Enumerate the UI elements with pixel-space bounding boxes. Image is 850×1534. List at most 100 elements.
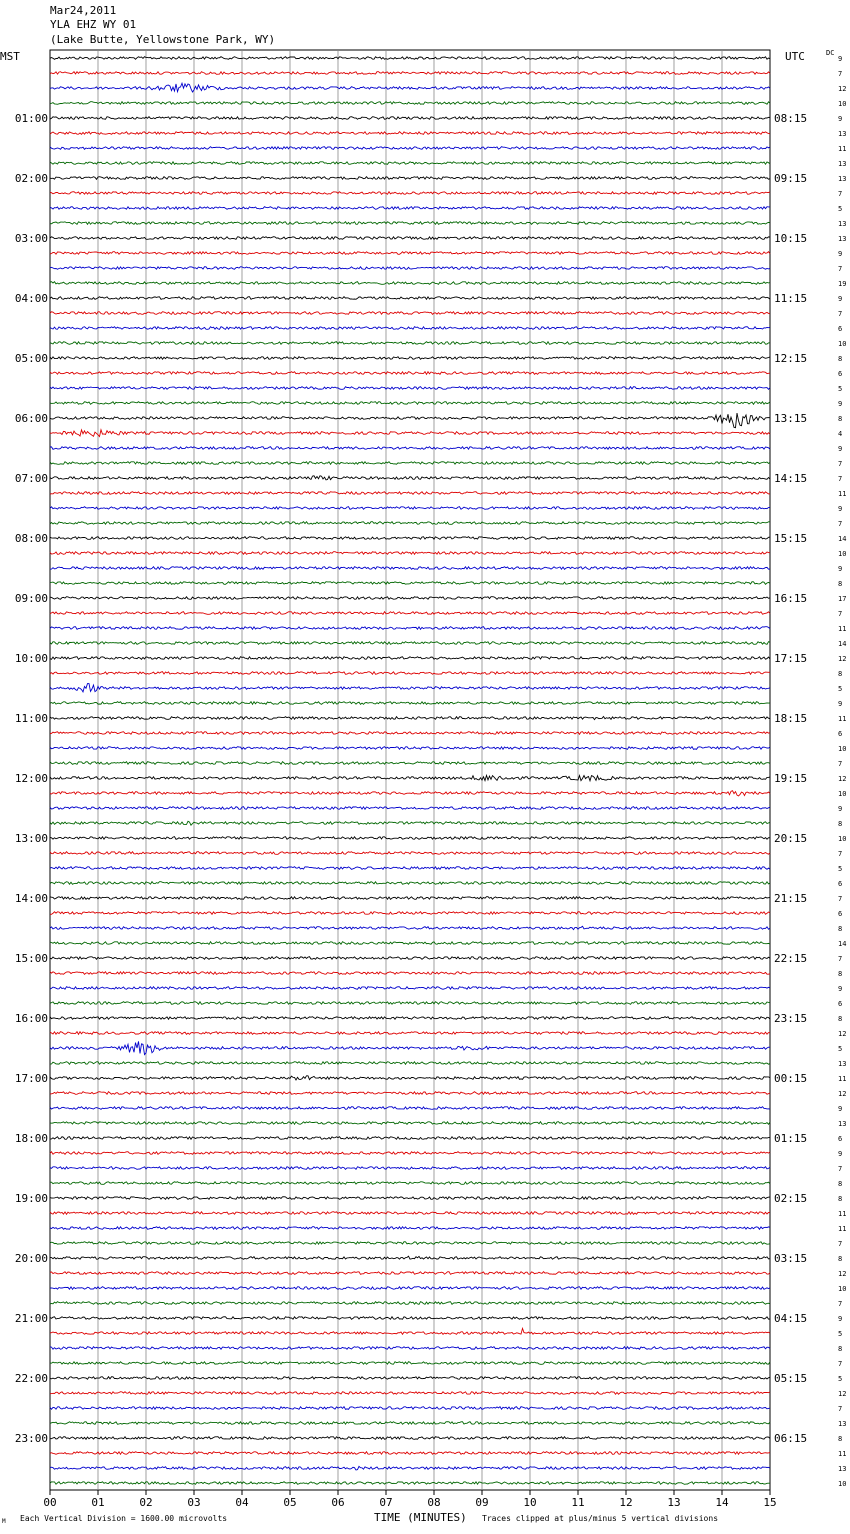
x-tick-label: 14	[715, 1496, 729, 1509]
station-label: YLA EHZ WY 01	[50, 18, 137, 31]
trace-row-30	[49, 490, 771, 496]
trace-row-67	[49, 1041, 770, 1056]
trace-row-42	[49, 670, 771, 676]
trace-row-5	[49, 115, 771, 121]
dc-offset-value: 13	[838, 175, 846, 183]
trace-row-59	[49, 925, 771, 931]
dc-offset-value: 8	[838, 1255, 842, 1263]
dc-offset-value: 14	[838, 640, 846, 648]
x-tick-label: 00	[43, 1496, 56, 1509]
trace-row-13	[49, 235, 771, 241]
dc-offset-value: 7	[838, 955, 842, 963]
dc-offset-value: 13	[838, 130, 846, 138]
trace-row-78	[49, 1210, 771, 1216]
trace-row-66	[49, 1030, 771, 1036]
trace-row-72	[49, 1120, 771, 1126]
trace-row-56	[49, 880, 771, 886]
logo-mark: M	[2, 1518, 6, 1525]
left-hour-label: 11:00	[15, 712, 48, 725]
right-hour-label: 10:15	[774, 232, 807, 245]
dc-offset-value: 12	[838, 85, 846, 93]
trace-row-9	[49, 175, 771, 181]
x-tick-label: 09	[475, 1496, 488, 1509]
x-tick-label: 06	[331, 1496, 344, 1509]
trace-row-37	[49, 595, 771, 600]
trace-row-82	[49, 1270, 771, 1276]
trace-row-54	[49, 850, 771, 856]
trace-row-87	[49, 1345, 771, 1351]
dc-offset-value: 8	[838, 355, 842, 363]
dc-offset-value: 5	[838, 865, 842, 873]
clip-note: Traces clipped at plus/minus 5 vertical …	[482, 1514, 719, 1523]
dc-offset-value: 8	[838, 970, 842, 978]
trace-row-12	[49, 220, 771, 226]
trace-row-38	[49, 610, 771, 615]
dc-offset-value: 14	[838, 940, 846, 948]
trace-row-11	[49, 205, 770, 211]
trace-row-60	[49, 940, 771, 945]
left-timezone-label: MST	[0, 50, 20, 63]
left-hour-label: 07:00	[15, 472, 48, 485]
dc-offset-value: 10	[838, 550, 846, 558]
trace-row-51	[49, 805, 771, 811]
dc-offset-value: 8	[838, 820, 842, 828]
trace-row-15	[49, 265, 771, 271]
dc-offset-value: 7	[838, 1165, 842, 1173]
dc-offset-value: 13	[838, 1060, 846, 1068]
location-label: (Lake Butte, Yellowstone Park, WY)	[50, 33, 276, 46]
trace-row-19	[49, 325, 771, 330]
right-hour-label: 02:15	[774, 1192, 807, 1205]
x-tick-label: 15	[763, 1496, 776, 1509]
trace-row-84	[49, 1300, 771, 1306]
dc-offset-value: 7	[838, 265, 842, 273]
right-hour-label: 09:15	[774, 172, 807, 185]
trace-row-45	[49, 715, 771, 721]
trace-row-91	[49, 1405, 771, 1411]
x-tick-label: 04	[235, 1496, 249, 1509]
dc-offset-value: 11	[838, 1450, 846, 1458]
right-hour-label: 15:15	[774, 532, 807, 545]
trace-row-3	[49, 81, 771, 94]
dc-offset-value: 7	[838, 520, 842, 528]
dc-offset-value: 12	[838, 1390, 846, 1398]
dc-offset-value: 11	[838, 625, 846, 633]
trace-row-86	[49, 1326, 771, 1336]
x-tick-label: 05	[283, 1496, 296, 1509]
dc-offset-value: 10	[838, 340, 846, 348]
dc-offset-value: 8	[838, 1195, 842, 1203]
dc-offset-value: 12	[838, 775, 846, 783]
trace-row-76	[50, 1180, 771, 1185]
trace-row-83	[49, 1285, 771, 1291]
left-hour-label: 03:00	[15, 232, 48, 245]
trace-row-25	[49, 413, 771, 429]
left-hour-label: 13:00	[15, 832, 48, 845]
trace-row-14	[49, 250, 771, 256]
left-hour-label: 10:00	[15, 652, 48, 665]
trace-row-44	[49, 700, 771, 706]
dc-offset-value: 12	[838, 1090, 846, 1098]
dc-offset-value: 7	[838, 460, 842, 468]
dc-offset-value: 7	[838, 310, 842, 318]
right-timezone-label: UTC	[785, 50, 805, 63]
trace-row-1	[49, 56, 771, 61]
left-hour-label: 15:00	[15, 952, 48, 965]
dc-offset-value: 5	[838, 1375, 842, 1383]
dc-offset-value: 9	[838, 805, 842, 813]
plot-frame	[49, 49, 771, 1491]
left-hour-label: 12:00	[15, 772, 48, 785]
right-hour-label: 06:15	[774, 1432, 807, 1445]
left-hour-label: 17:00	[15, 1072, 48, 1085]
dc-offset-value: 9	[838, 295, 842, 303]
trace-row-50	[49, 790, 771, 797]
trace-row-7	[49, 145, 771, 151]
trace-row-24	[49, 401, 771, 406]
dc-offset-value: 7	[838, 760, 842, 768]
trace-row-81	[49, 1255, 771, 1260]
trace-row-70	[49, 1091, 771, 1096]
dc-offset-value: 8	[838, 580, 842, 588]
left-hour-label: 09:00	[15, 592, 48, 605]
right-hour-label: 22:15	[774, 952, 807, 965]
trace-row-75	[49, 1165, 771, 1171]
trace-row-27	[49, 445, 771, 451]
